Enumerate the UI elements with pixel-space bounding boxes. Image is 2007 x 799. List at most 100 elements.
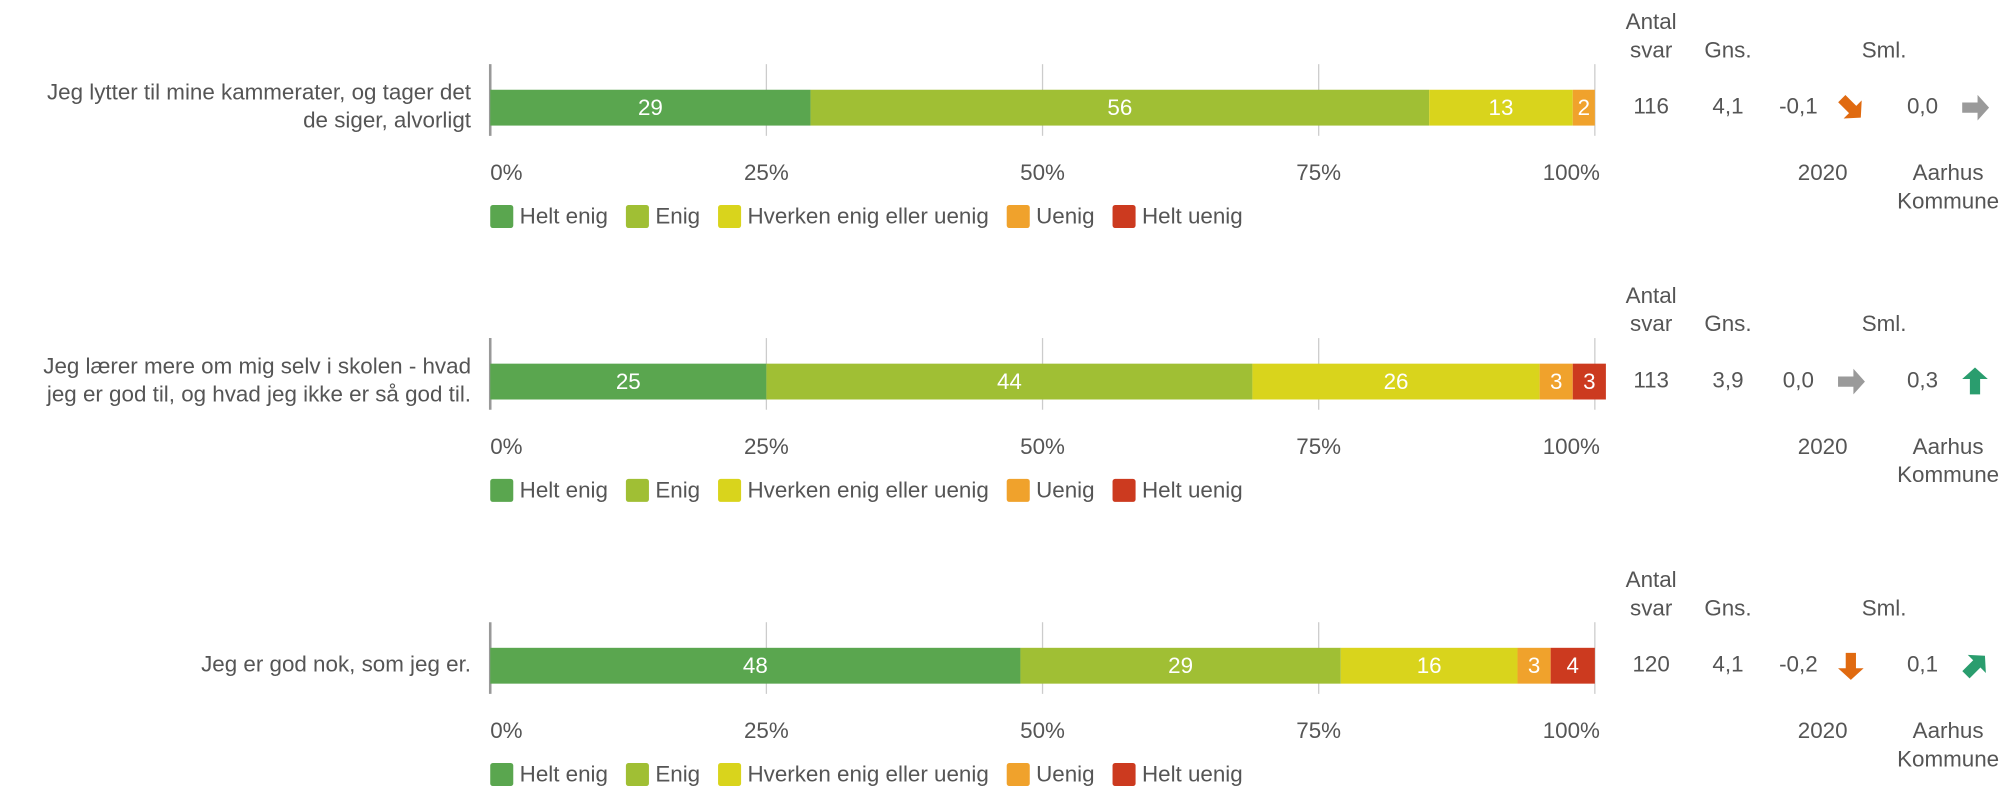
legend-swatch bbox=[625, 478, 649, 502]
x-tick-label: 100% bbox=[1543, 434, 1600, 459]
trend-arrow bbox=[1962, 94, 1990, 121]
x-tick-label: 50% bbox=[1020, 434, 1065, 459]
legend-label: Enig bbox=[655, 762, 700, 787]
compare-header: Sml. bbox=[1862, 37, 1907, 62]
legend-label: Hverken enig eller uenig bbox=[747, 478, 988, 503]
compare-value: 0,3 bbox=[1907, 368, 1938, 393]
count-value: 113 bbox=[1633, 368, 1669, 393]
bar-segment bbox=[1429, 89, 1573, 126]
x-tick-label: 25% bbox=[744, 160, 789, 185]
legend-label: Uenig bbox=[1036, 478, 1094, 503]
compare-name: Kommune bbox=[1897, 188, 1999, 213]
count-value: 120 bbox=[1632, 652, 1669, 677]
segment-label: 44 bbox=[997, 369, 1022, 394]
count-header: Antal bbox=[1626, 283, 1677, 308]
segment-label: 56 bbox=[1107, 95, 1132, 120]
segment-label: 48 bbox=[743, 653, 768, 678]
x-tick-label: 0% bbox=[490, 434, 522, 459]
mean-value: 4,1 bbox=[1712, 652, 1743, 677]
x-tick-label: 0% bbox=[490, 718, 522, 743]
legend-swatch bbox=[1112, 204, 1136, 228]
bar-segment bbox=[490, 363, 767, 400]
bar-segment bbox=[1572, 363, 1606, 400]
legend-label: Uenig bbox=[1036, 762, 1094, 787]
trend-arrow bbox=[1962, 654, 1986, 679]
bar-segment bbox=[490, 89, 811, 126]
trend-arrow bbox=[1838, 652, 1864, 680]
question-label: Jeg lærer mere om mig selv i skolen - hv… bbox=[43, 353, 471, 378]
count-header: svar bbox=[1630, 311, 1673, 336]
x-tick-label: 50% bbox=[1020, 718, 1065, 743]
bar-segment bbox=[1572, 89, 1595, 126]
legend-swatch bbox=[718, 763, 742, 787]
segment-label: 2 bbox=[1578, 95, 1590, 120]
legend-label: Helt uenig bbox=[1142, 478, 1243, 503]
segment-label: 3 bbox=[1550, 369, 1562, 394]
compare-name: 2020 bbox=[1798, 718, 1848, 743]
trend-arrow bbox=[1838, 94, 1862, 119]
count-header: Antal bbox=[1626, 567, 1677, 592]
compare-value: 0,1 bbox=[1907, 652, 1938, 677]
legend-label: Helt uenig bbox=[1142, 204, 1243, 229]
compare-name: Aarhus bbox=[1913, 434, 1984, 459]
legend-label: Enig bbox=[655, 204, 700, 229]
legend-swatch bbox=[1006, 478, 1030, 502]
compare-name: 2020 bbox=[1798, 434, 1848, 459]
bar-segment bbox=[1340, 647, 1518, 684]
bar-segment bbox=[1252, 363, 1540, 400]
mean-header: Gns. bbox=[1704, 37, 1751, 62]
legend-swatch bbox=[718, 204, 742, 228]
count-value: 116 bbox=[1633, 94, 1669, 119]
compare-name: Kommune bbox=[1897, 746, 1999, 771]
compare-value: -0,2 bbox=[1779, 652, 1818, 677]
x-tick-label: 25% bbox=[744, 434, 789, 459]
legend-label: Uenig bbox=[1036, 204, 1094, 229]
compare-value: 0,0 bbox=[1783, 368, 1814, 393]
segment-label: 3 bbox=[1583, 369, 1595, 394]
compare-value: -0,1 bbox=[1779, 94, 1818, 119]
legend-label: Helt enig bbox=[520, 478, 608, 503]
count-header: svar bbox=[1630, 595, 1673, 620]
mean-header: Gns. bbox=[1704, 595, 1751, 620]
segment-label: 4 bbox=[1567, 653, 1579, 678]
bar-segment bbox=[766, 363, 1253, 400]
legend-swatch bbox=[718, 478, 742, 502]
x-tick-label: 75% bbox=[1296, 160, 1341, 185]
segment-label: 26 bbox=[1384, 369, 1409, 394]
compare-header: Sml. bbox=[1862, 595, 1907, 620]
legend-swatch bbox=[490, 204, 514, 228]
x-tick-label: 50% bbox=[1020, 160, 1065, 185]
legend-label: Hverken enig eller uenig bbox=[747, 204, 988, 229]
compare-name: Kommune bbox=[1897, 462, 1999, 487]
trend-arrow bbox=[1838, 368, 1865, 395]
compare-header: Sml. bbox=[1862, 311, 1907, 336]
legend-label: Helt uenig bbox=[1142, 762, 1243, 787]
legend-swatch bbox=[490, 478, 514, 502]
segment-label: 29 bbox=[638, 95, 663, 120]
bar-segment bbox=[1517, 647, 1551, 684]
legend-label: Helt enig bbox=[520, 762, 608, 787]
mean-value: 3,9 bbox=[1712, 368, 1743, 393]
legend-swatch bbox=[490, 763, 514, 787]
x-tick-label: 75% bbox=[1296, 718, 1341, 743]
segment-label: 13 bbox=[1489, 95, 1514, 120]
compare-value: 0,0 bbox=[1907, 94, 1938, 119]
question-label: Jeg er god nok, som jeg er. bbox=[201, 652, 471, 677]
count-header: svar bbox=[1630, 37, 1673, 62]
legend-swatch bbox=[1006, 763, 1030, 787]
compare-name: Aarhus bbox=[1913, 718, 1984, 743]
count-header: Antal bbox=[1626, 9, 1677, 34]
legend-label: Enig bbox=[655, 478, 700, 503]
question-label: Jeg lytter til mine kammerater, og tager… bbox=[47, 80, 472, 105]
legend-label: Helt enig bbox=[520, 204, 608, 229]
segment-label: 16 bbox=[1417, 653, 1442, 678]
mean-header: Gns. bbox=[1704, 311, 1751, 336]
mean-value: 4,1 bbox=[1712, 94, 1743, 119]
question-label: de siger, alvorligt bbox=[303, 108, 472, 133]
x-tick-label: 100% bbox=[1543, 718, 1600, 743]
legend-label: Hverken enig eller uenig bbox=[747, 762, 988, 787]
segment-label: 3 bbox=[1528, 653, 1540, 678]
legend-swatch bbox=[1112, 763, 1136, 787]
x-tick-label: 100% bbox=[1543, 160, 1600, 185]
